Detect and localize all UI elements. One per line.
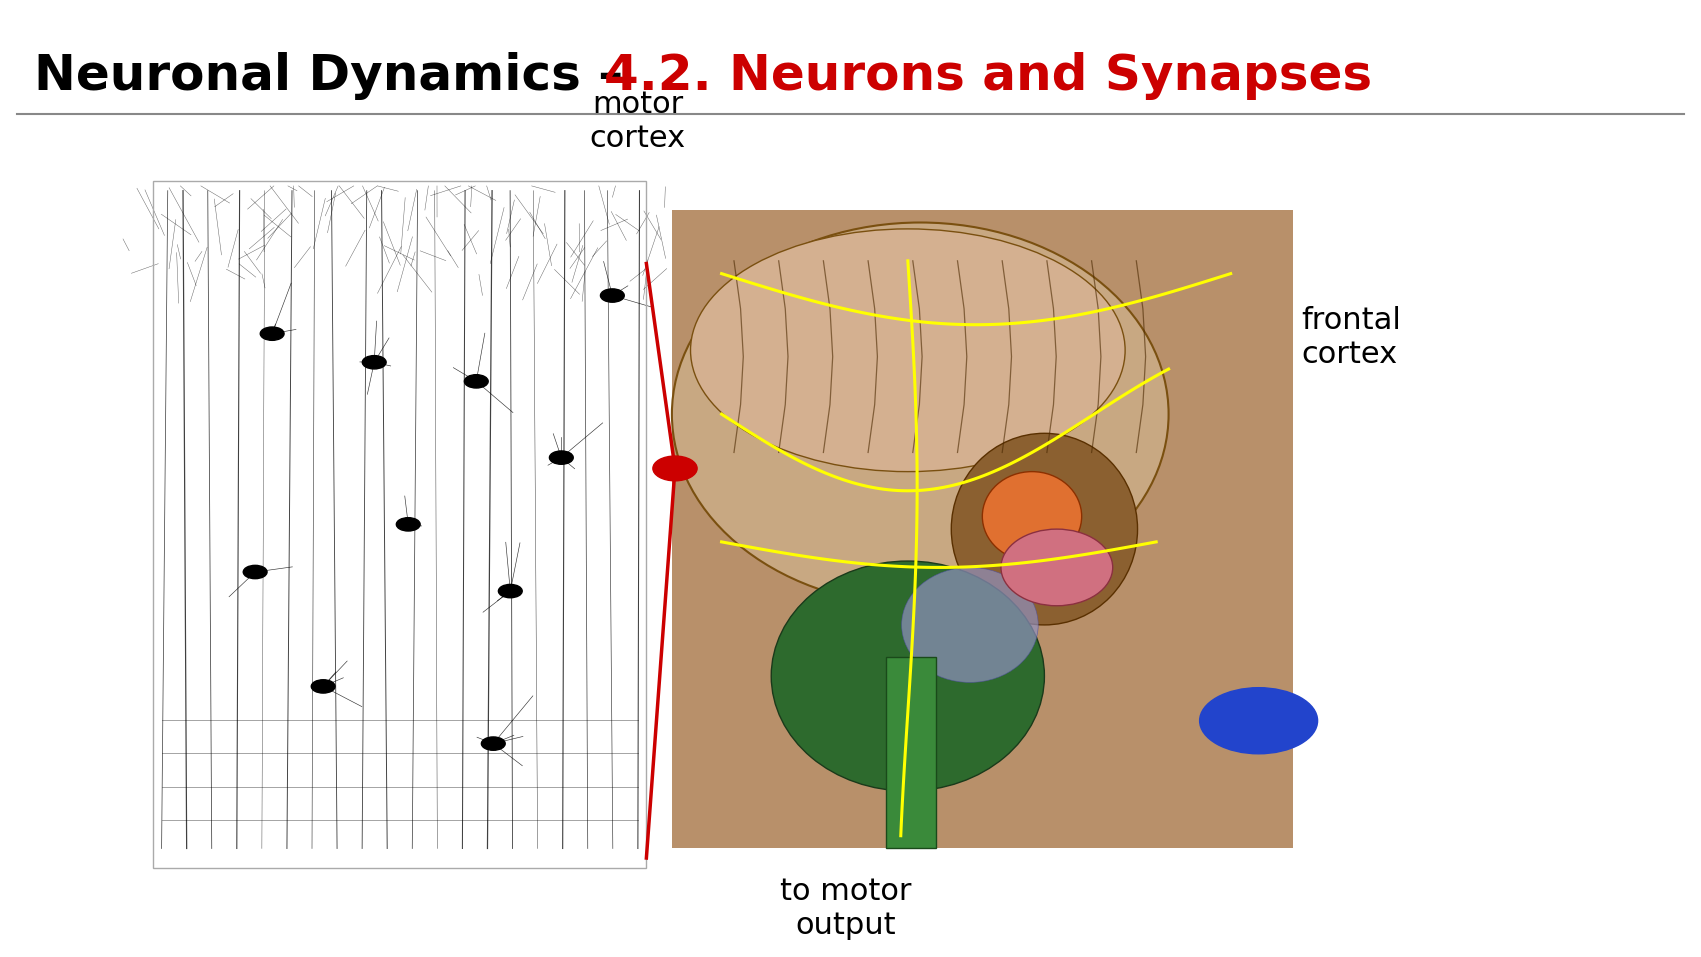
Ellipse shape <box>1000 529 1112 606</box>
Text: Neuronal Dynamics –: Neuronal Dynamics – <box>34 53 641 100</box>
Circle shape <box>396 518 420 531</box>
Circle shape <box>243 566 267 579</box>
Ellipse shape <box>981 472 1082 561</box>
Text: motor
cortex: motor cortex <box>590 90 686 152</box>
Text: to motor
output: to motor output <box>781 877 912 940</box>
Ellipse shape <box>902 568 1038 682</box>
Ellipse shape <box>771 561 1044 791</box>
Ellipse shape <box>951 434 1138 625</box>
Circle shape <box>481 737 505 750</box>
Bar <box>672 210 1293 849</box>
Circle shape <box>600 289 624 302</box>
Circle shape <box>260 327 284 341</box>
Circle shape <box>549 451 573 464</box>
Text: frontal
cortex: frontal cortex <box>1301 306 1402 368</box>
Bar <box>153 181 646 868</box>
Circle shape <box>498 585 522 598</box>
Circle shape <box>464 375 488 388</box>
Bar <box>153 181 646 868</box>
Text: 4.2. Neurons and Synapses: 4.2. Neurons and Synapses <box>604 53 1373 100</box>
Circle shape <box>311 679 335 693</box>
Ellipse shape <box>691 229 1124 472</box>
Circle shape <box>653 456 697 480</box>
Bar <box>886 657 936 849</box>
Ellipse shape <box>672 223 1169 606</box>
Circle shape <box>1199 688 1318 754</box>
Circle shape <box>362 356 386 369</box>
